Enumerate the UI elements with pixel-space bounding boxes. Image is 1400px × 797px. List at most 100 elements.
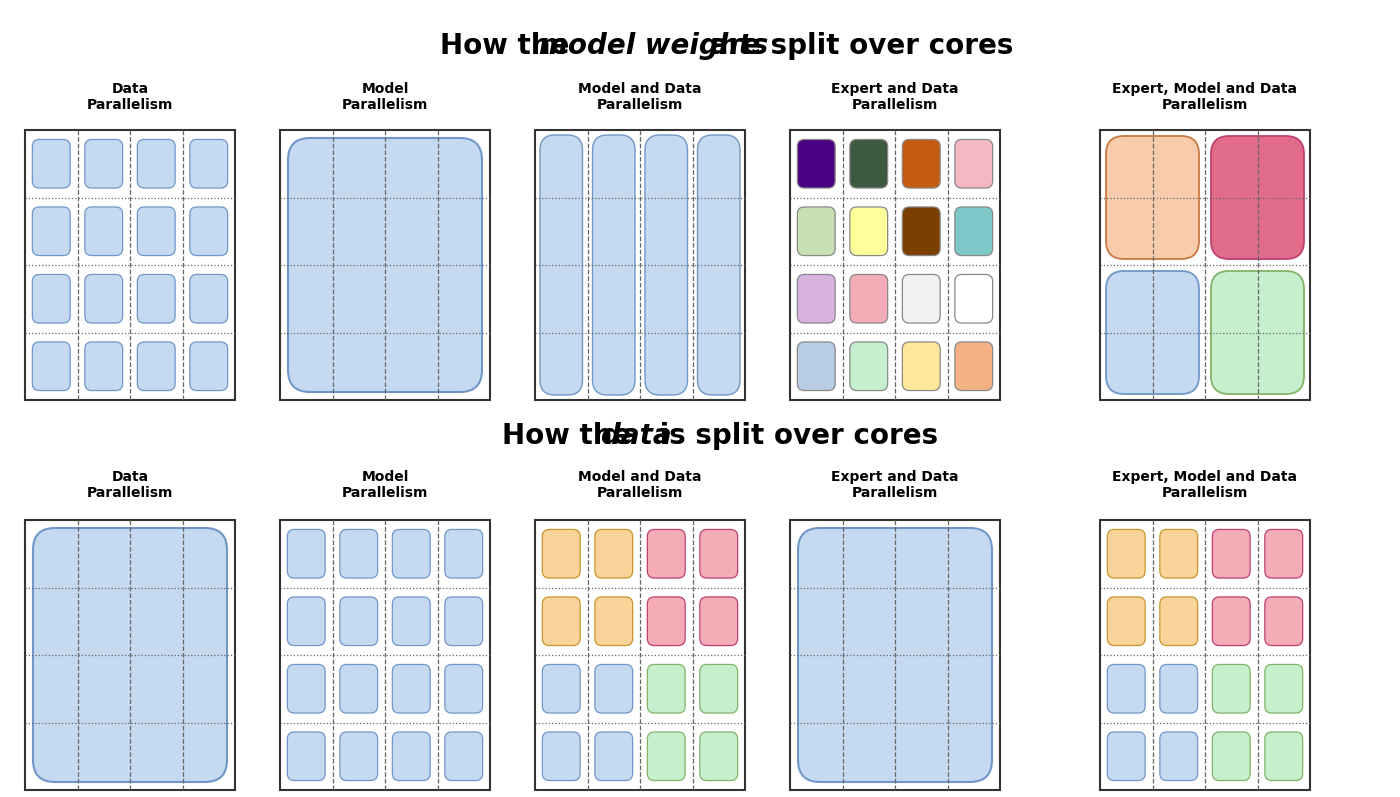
FancyBboxPatch shape (190, 139, 228, 188)
FancyBboxPatch shape (798, 274, 836, 323)
FancyBboxPatch shape (392, 529, 430, 578)
FancyBboxPatch shape (287, 597, 325, 646)
FancyBboxPatch shape (1107, 732, 1145, 780)
FancyBboxPatch shape (445, 597, 483, 646)
FancyBboxPatch shape (1264, 732, 1302, 780)
Bar (535, 520, 745, 790)
FancyBboxPatch shape (85, 139, 123, 188)
Text: Expert and Data
Parallelism: Expert and Data Parallelism (832, 470, 959, 501)
FancyBboxPatch shape (445, 529, 483, 578)
FancyBboxPatch shape (955, 139, 993, 188)
FancyBboxPatch shape (287, 732, 325, 780)
FancyBboxPatch shape (1211, 271, 1303, 394)
Text: Data
Parallelism: Data Parallelism (87, 82, 174, 112)
FancyBboxPatch shape (1106, 271, 1198, 394)
Bar (1100, 130, 1310, 400)
FancyBboxPatch shape (595, 665, 633, 713)
Text: Expert, Model and Data
Parallelism: Expert, Model and Data Parallelism (1113, 470, 1298, 501)
FancyBboxPatch shape (542, 665, 580, 713)
FancyBboxPatch shape (903, 207, 941, 256)
FancyBboxPatch shape (340, 597, 378, 646)
Text: Model
Parallelism: Model Parallelism (342, 82, 428, 112)
FancyBboxPatch shape (1159, 529, 1197, 578)
FancyBboxPatch shape (542, 597, 580, 646)
Bar (25, 130, 235, 400)
FancyBboxPatch shape (850, 139, 888, 188)
FancyBboxPatch shape (392, 665, 430, 713)
FancyBboxPatch shape (340, 529, 378, 578)
Text: Expert, Model and Data
Parallelism: Expert, Model and Data Parallelism (1113, 82, 1298, 112)
FancyBboxPatch shape (1264, 597, 1302, 646)
FancyBboxPatch shape (392, 597, 430, 646)
FancyBboxPatch shape (32, 342, 70, 391)
FancyBboxPatch shape (1212, 597, 1250, 646)
FancyBboxPatch shape (1264, 665, 1302, 713)
FancyBboxPatch shape (1107, 529, 1145, 578)
Text: model weights: model weights (539, 32, 769, 60)
FancyBboxPatch shape (595, 732, 633, 780)
FancyBboxPatch shape (798, 342, 836, 391)
FancyBboxPatch shape (647, 732, 685, 780)
FancyBboxPatch shape (1107, 597, 1145, 646)
FancyBboxPatch shape (190, 274, 228, 323)
FancyBboxPatch shape (392, 732, 430, 780)
FancyBboxPatch shape (850, 207, 888, 256)
FancyBboxPatch shape (700, 597, 738, 646)
FancyBboxPatch shape (542, 732, 580, 780)
FancyBboxPatch shape (592, 135, 636, 395)
FancyBboxPatch shape (137, 207, 175, 256)
FancyBboxPatch shape (798, 139, 836, 188)
FancyBboxPatch shape (542, 529, 580, 578)
FancyBboxPatch shape (1106, 136, 1198, 259)
FancyBboxPatch shape (85, 274, 123, 323)
FancyBboxPatch shape (595, 529, 633, 578)
FancyBboxPatch shape (955, 274, 993, 323)
FancyBboxPatch shape (287, 665, 325, 713)
FancyBboxPatch shape (700, 529, 738, 578)
FancyBboxPatch shape (190, 342, 228, 391)
Text: Data
Parallelism: Data Parallelism (87, 470, 174, 501)
FancyBboxPatch shape (647, 529, 685, 578)
Bar (790, 130, 1000, 400)
FancyBboxPatch shape (1159, 732, 1197, 780)
FancyBboxPatch shape (850, 274, 888, 323)
Text: data: data (601, 422, 672, 450)
Text: Model and Data
Parallelism: Model and Data Parallelism (578, 82, 701, 112)
FancyBboxPatch shape (85, 207, 123, 256)
FancyBboxPatch shape (445, 665, 483, 713)
FancyBboxPatch shape (697, 135, 741, 395)
FancyBboxPatch shape (1212, 665, 1250, 713)
FancyBboxPatch shape (955, 207, 993, 256)
FancyBboxPatch shape (955, 342, 993, 391)
FancyBboxPatch shape (85, 342, 123, 391)
Text: How the: How the (501, 422, 641, 450)
FancyBboxPatch shape (1264, 529, 1302, 578)
Text: is split over cores: is split over cores (651, 422, 938, 450)
FancyBboxPatch shape (137, 342, 175, 391)
FancyBboxPatch shape (1159, 597, 1197, 646)
FancyBboxPatch shape (288, 138, 482, 392)
FancyBboxPatch shape (798, 528, 993, 782)
FancyBboxPatch shape (137, 139, 175, 188)
FancyBboxPatch shape (32, 139, 70, 188)
FancyBboxPatch shape (647, 665, 685, 713)
FancyBboxPatch shape (540, 135, 582, 395)
FancyBboxPatch shape (287, 529, 325, 578)
FancyBboxPatch shape (903, 139, 941, 188)
FancyBboxPatch shape (700, 665, 738, 713)
Bar (790, 520, 1000, 790)
FancyBboxPatch shape (137, 274, 175, 323)
FancyBboxPatch shape (798, 207, 836, 256)
FancyBboxPatch shape (595, 597, 633, 646)
FancyBboxPatch shape (1107, 665, 1145, 713)
FancyBboxPatch shape (32, 274, 70, 323)
FancyBboxPatch shape (700, 732, 738, 780)
FancyBboxPatch shape (340, 732, 378, 780)
Bar (535, 130, 745, 400)
Bar (280, 130, 490, 400)
FancyBboxPatch shape (903, 274, 941, 323)
Text: are split over cores: are split over cores (700, 32, 1014, 60)
FancyBboxPatch shape (1212, 732, 1250, 780)
Bar (25, 520, 235, 790)
FancyBboxPatch shape (32, 207, 70, 256)
